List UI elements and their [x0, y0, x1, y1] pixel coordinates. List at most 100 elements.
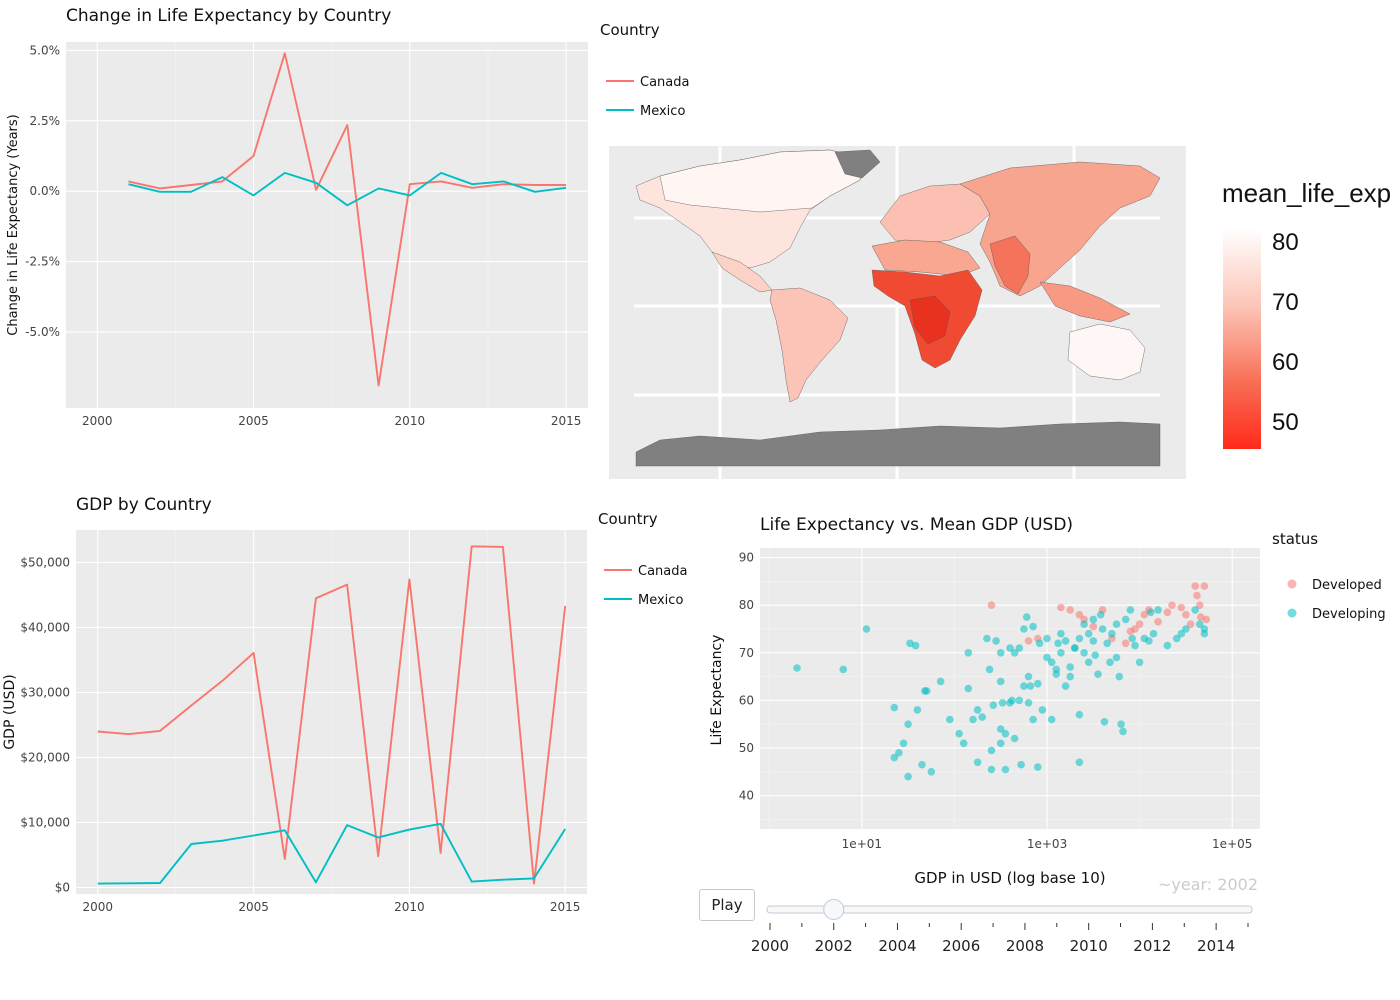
scatter-point-developing[interactable]: [959, 739, 968, 748]
scatter-point-developing[interactable]: [1103, 639, 1111, 648]
scatter-point-developing[interactable]: [890, 753, 899, 762]
scatter-point-developing[interactable]: [1135, 658, 1144, 667]
scatter-point-developing[interactable]: [969, 715, 977, 724]
scatter-point-developing[interactable]: [1026, 682, 1035, 690]
scatter-point-developing[interactable]: [1052, 670, 1061, 678]
scatter-point-developed[interactable]: [1200, 582, 1209, 590]
scatter-point-developed[interactable]: [1024, 637, 1033, 645]
scatter-point-developing[interactable]: [1057, 649, 1065, 657]
scatter-point-developing[interactable]: [1061, 682, 1070, 690]
scatter-point-developed[interactable]: [1202, 615, 1211, 624]
scatter-point-developed[interactable]: [1131, 625, 1139, 633]
scatter-point-developing[interactable]: [1017, 760, 1025, 769]
scatter-point-developed[interactable]: [1191, 582, 1199, 590]
scatter-point-developing[interactable]: [1098, 625, 1107, 633]
scatter-point-developing[interactable]: [1089, 615, 1098, 624]
scatter-point-developed[interactable]: [987, 601, 996, 609]
year-slider-handle[interactable]: [823, 899, 845, 920]
scatter-point-developing[interactable]: [1006, 644, 1014, 652]
scatter-point-developing[interactable]: [1106, 658, 1114, 667]
scatter-point-developing[interactable]: [1015, 696, 1024, 705]
scatter-point-developing[interactable]: [1043, 653, 1051, 662]
scatter-point-developing[interactable]: [1020, 682, 1028, 690]
scatter-point-developing[interactable]: [895, 749, 903, 757]
scatter-point-developing[interactable]: [899, 739, 908, 748]
scatter-point-developing[interactable]: [978, 713, 986, 721]
scatter-point-developing[interactable]: [1172, 634, 1181, 643]
scatter-point-developing[interactable]: [1117, 720, 1125, 728]
scatter-point-developing[interactable]: [1029, 622, 1037, 631]
scatter-point-developing[interactable]: [1075, 710, 1084, 719]
series-line-canada[interactable]: [97, 545, 567, 885]
scatter-point-developing[interactable]: [1061, 637, 1070, 645]
scatter-point-developing[interactable]: [1089, 637, 1098, 645]
scatter-point-developing[interactable]: [904, 772, 912, 781]
scatter-point-developing[interactable]: [987, 765, 996, 774]
scatter-point-developing[interactable]: [1024, 672, 1033, 681]
scatter-point-developing[interactable]: [996, 739, 1005, 748]
scatter-point-developed[interactable]: [1075, 610, 1084, 619]
scatter-point-developing[interactable]: [983, 634, 991, 643]
scatter-point-developing[interactable]: [927, 768, 936, 776]
scatter-point-developing[interactable]: [1112, 620, 1121, 628]
scatter-point-developing[interactable]: [973, 758, 982, 767]
scatter-point-developed[interactable]: [1140, 610, 1149, 619]
scatter-point-developed[interactable]: [1121, 639, 1130, 648]
series-line-mexico[interactable]: [128, 171, 567, 207]
scatter-point-developing[interactable]: [1091, 651, 1099, 659]
scatter-point-developing[interactable]: [1115, 672, 1124, 681]
scatter-point-developing[interactable]: [1200, 629, 1209, 638]
scatter-point-developed[interactable]: [1193, 591, 1201, 600]
scatter-point-developing[interactable]: [992, 637, 1000, 645]
scatter-point-developing[interactable]: [1196, 620, 1204, 628]
scatter-point-developing[interactable]: [989, 701, 998, 709]
scatter-point-developed[interactable]: [1089, 622, 1098, 631]
scatter-point-developing[interactable]: [1047, 658, 1056, 667]
scatter-point-developing[interactable]: [1094, 670, 1102, 678]
scatter-point-developing[interactable]: [1015, 644, 1024, 652]
scatter-point-developing[interactable]: [1145, 637, 1153, 645]
scatter-point-developing[interactable]: [911, 641, 920, 650]
scatter-point-developing[interactable]: [922, 687, 931, 695]
scatter-point-developing[interactable]: [1177, 629, 1186, 638]
scatter-point-developing[interactable]: [964, 649, 973, 657]
scatter-point-developing[interactable]: [1191, 606, 1199, 614]
scatter-point-developing[interactable]: [918, 760, 926, 769]
scatter-point-developing[interactable]: [1108, 629, 1116, 638]
scatter-point-developing[interactable]: [1020, 625, 1028, 633]
scatter-point-developing[interactable]: [1084, 658, 1093, 667]
scatter-point-developed[interactable]: [1066, 606, 1074, 614]
scatter-point-developing[interactable]: [862, 625, 871, 633]
scatter-point-developing[interactable]: [1035, 639, 1044, 648]
scatter-point-developed[interactable]: [1163, 608, 1172, 617]
scatter-point-developing[interactable]: [1010, 734, 1019, 743]
scatter-point-developing[interactable]: [1010, 649, 1019, 657]
scatter-point-developing[interactable]: [1071, 644, 1079, 652]
scatter-point-developing[interactable]: [904, 720, 912, 728]
scatter-point-developing[interactable]: [1080, 620, 1088, 628]
scatter-point-developing[interactable]: [987, 746, 996, 755]
scatter-point-developing[interactable]: [936, 677, 945, 686]
series-line-canada[interactable]: [128, 52, 567, 387]
scatter-point-developing[interactable]: [1100, 718, 1109, 726]
play-button[interactable]: Play: [699, 889, 755, 921]
scatter-point-developing[interactable]: [946, 715, 954, 724]
scatter-point-developed[interactable]: [1154, 618, 1162, 626]
scatter-point-developing[interactable]: [1096, 610, 1105, 619]
scatter-point-developing[interactable]: [1128, 634, 1136, 643]
scatter-point-developing[interactable]: [955, 729, 963, 738]
scatter-point-developing[interactable]: [1057, 629, 1065, 638]
scatter-point-developing[interactable]: [1121, 615, 1130, 624]
scatter-point-developing[interactable]: [996, 677, 1005, 686]
scatter-point-developing[interactable]: [1154, 606, 1162, 614]
scatter-point-developing[interactable]: [1182, 625, 1190, 633]
chart3-legend-canada[interactable]: Canada: [638, 564, 687, 579]
scatter-point-developing[interactable]: [1066, 672, 1074, 681]
scatter-point-developing[interactable]: [1047, 715, 1056, 724]
scatter-point-developing[interactable]: [1008, 696, 1016, 705]
scatter-point-developing[interactable]: [1001, 765, 1010, 774]
scatter-point-developed[interactable]: [1177, 603, 1186, 612]
scatter-point-developed[interactable]: [1196, 601, 1204, 609]
scatter-point-developing[interactable]: [1022, 613, 1031, 621]
scatter-point-developing[interactable]: [1080, 649, 1088, 657]
